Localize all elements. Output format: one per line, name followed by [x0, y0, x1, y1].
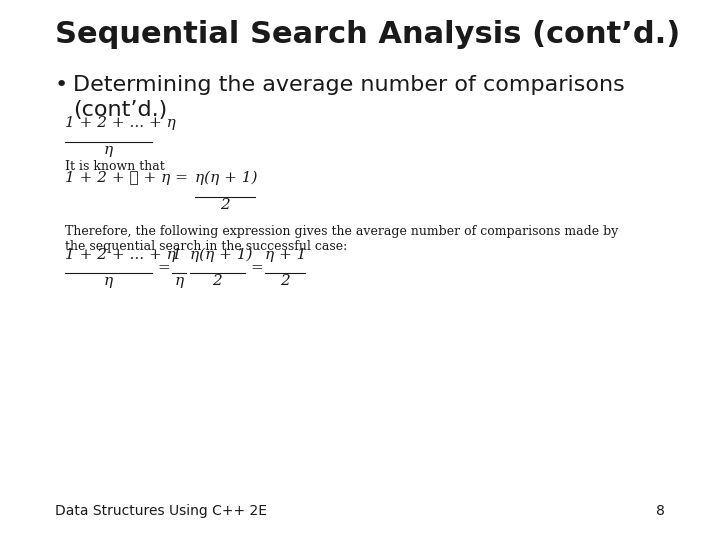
Text: the sequential search in the successful case:: the sequential search in the successful … [65, 240, 347, 253]
Text: η(η + 1): η(η + 1) [195, 171, 258, 185]
Text: It is known that: It is known that [65, 160, 165, 173]
Text: η(η + 1): η(η + 1) [190, 248, 253, 262]
Text: (cont’d.): (cont’d.) [73, 100, 167, 120]
Text: η + 1: η + 1 [265, 248, 307, 262]
Text: 1 + 2 + ⋯ + η =: 1 + 2 + ⋯ + η = [65, 171, 188, 185]
Text: 1 + 2 + ... + η: 1 + 2 + ... + η [65, 116, 176, 130]
Text: 2: 2 [280, 274, 290, 288]
Text: 1: 1 [172, 248, 181, 262]
Text: Therefore, the following expression gives the average number of comparisons made: Therefore, the following expression give… [65, 225, 618, 238]
Text: Sequential Search Analysis (cont’d.): Sequential Search Analysis (cont’d.) [55, 20, 680, 49]
Text: •: • [55, 75, 68, 95]
Text: =: = [157, 261, 170, 275]
Text: 8: 8 [656, 504, 665, 518]
Text: η: η [174, 274, 184, 288]
Text: 2: 2 [220, 198, 230, 212]
Text: =: = [250, 261, 263, 275]
Text: 1 + 2 + ... + η: 1 + 2 + ... + η [65, 248, 176, 262]
Text: η: η [104, 274, 112, 288]
Text: 2: 2 [212, 274, 222, 288]
Text: Data Structures Using C++ 2E: Data Structures Using C++ 2E [55, 504, 267, 518]
Text: Determining the average number of comparisons: Determining the average number of compar… [73, 75, 625, 95]
Text: η: η [104, 143, 112, 157]
